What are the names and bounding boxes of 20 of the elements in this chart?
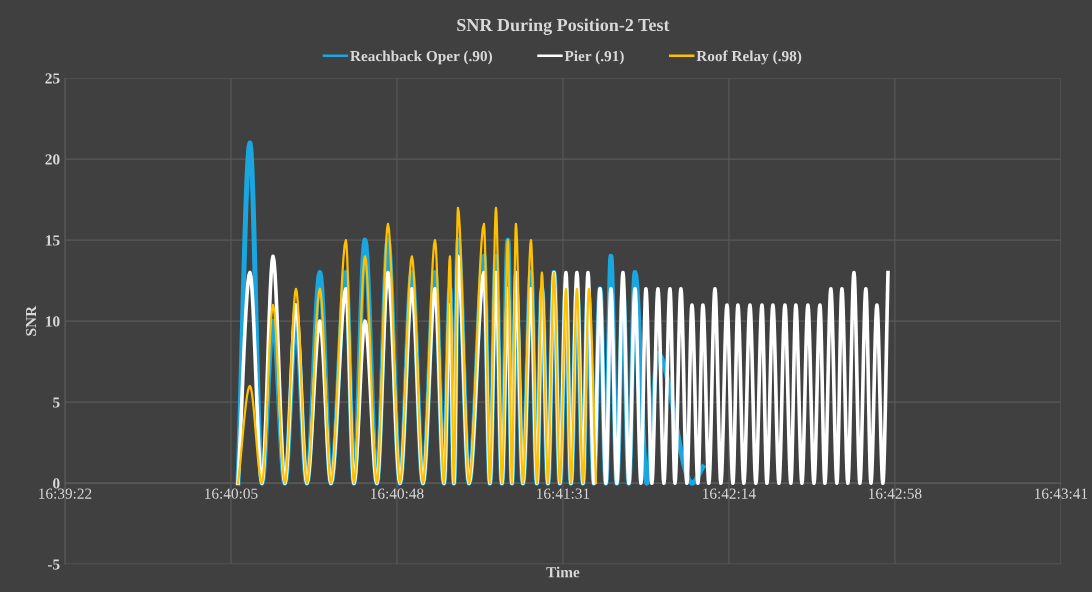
y-tick-label: 0	[53, 478, 60, 489]
y-axis-title: SNR	[25, 305, 37, 336]
x-tick-label: 16:39:22	[39, 488, 92, 499]
x-tick-label: 16:41:31	[537, 488, 590, 499]
x-tick-label: 16:42:14	[703, 488, 756, 499]
y-tick-label: 20	[45, 154, 60, 165]
x-tick-label: 16:43:41	[1035, 488, 1088, 499]
y-tick-label: 15	[46, 235, 60, 246]
legend-label: Roof Relay (.98)	[696, 50, 802, 65]
y-tick-label: 25	[45, 73, 60, 84]
legend-label: Reachback Oper (.90)	[350, 50, 492, 65]
x-tick-label: 16:40:48	[371, 488, 424, 499]
y-tick-label: 5	[53, 397, 60, 408]
chart-title: SNR During Position-2 Test	[457, 18, 670, 35]
y-tick-label: 10	[46, 316, 60, 327]
x-tick-label: 16:40:05	[205, 488, 258, 499]
x-tick-label: 16:42:58	[869, 488, 922, 499]
y-tick-label: -5	[47, 559, 60, 570]
legend-label: Pier (.91)	[564, 50, 624, 65]
x-axis-title: Time	[546, 566, 580, 578]
